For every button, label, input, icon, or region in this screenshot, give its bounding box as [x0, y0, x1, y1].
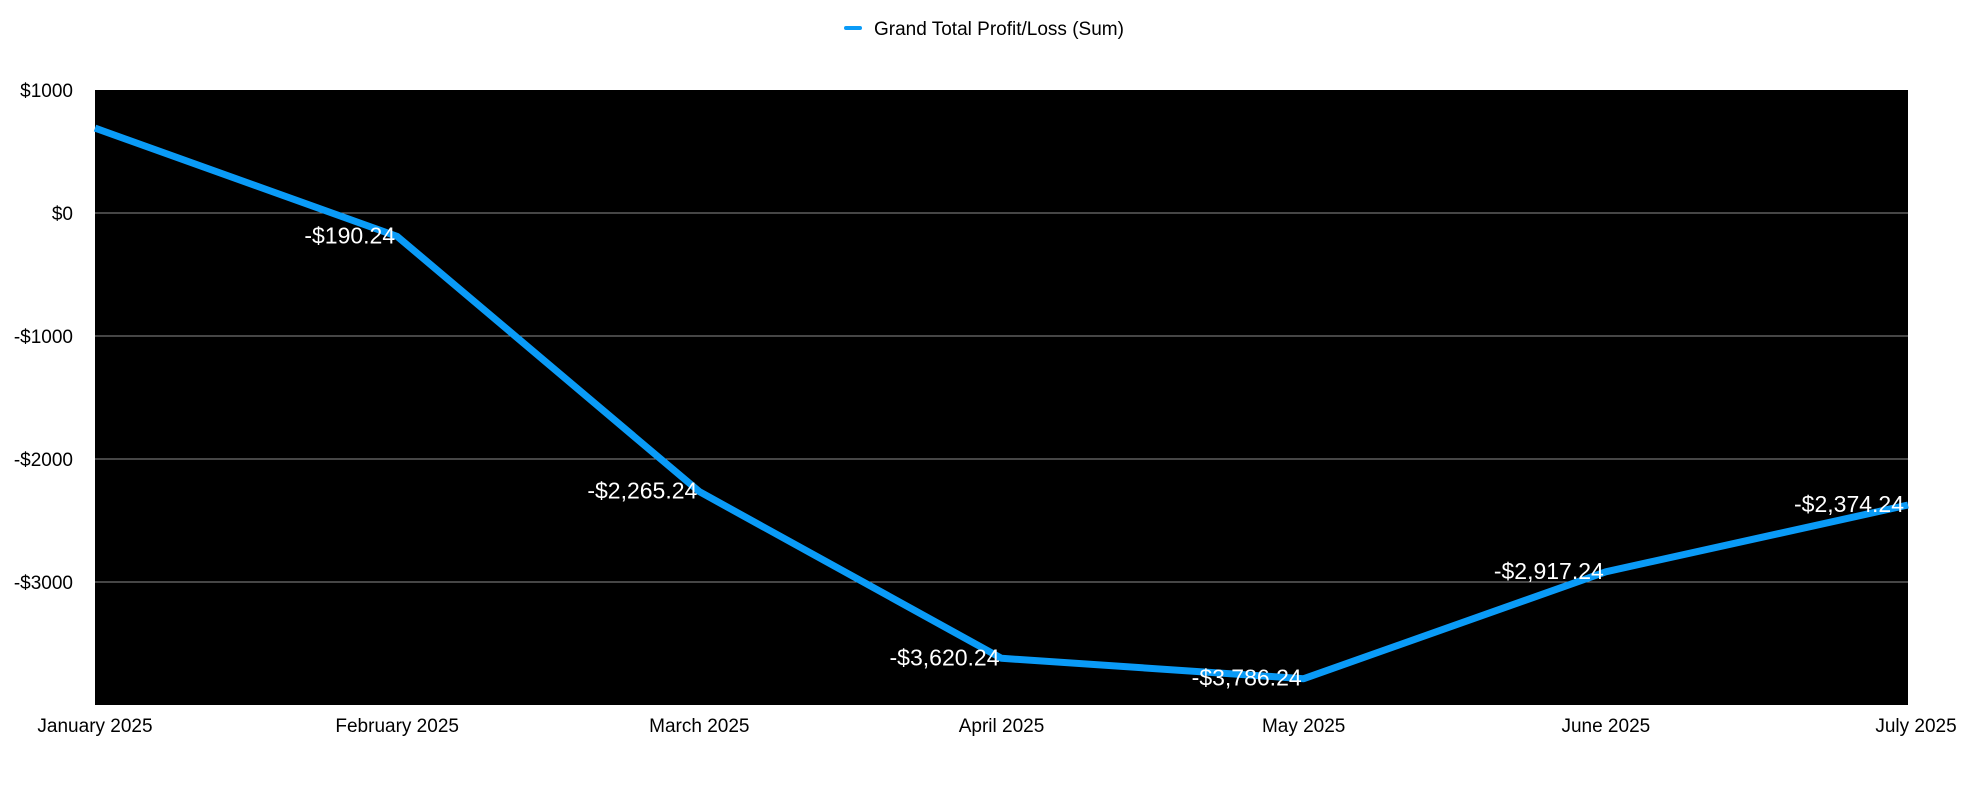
plot-area [95, 90, 1908, 705]
y-tick-label-1000: $1000 [20, 81, 73, 102]
legend-label-grand-total: Grand Total Profit/Loss (Sum) [874, 19, 1124, 40]
x-tick-label-june-2025: June 2025 [1561, 716, 1650, 737]
data-labels: -$190.24 -$2,265.24 -$3,620.24 -$3,786.24 -$… [304, 222, 1904, 690]
y-tick-label-3000: -$3000 [14, 573, 73, 594]
x-tick-label-july-2025: July 2025 [1875, 716, 1956, 737]
data-label-march-2025: -$2,265.24 [587, 478, 697, 504]
x-axis: January 2025 February 2025 March 2025 April… [37, 716, 1956, 737]
x-tick-label-may-2025: May 2025 [1262, 716, 1345, 737]
data-label-may-2025: -$3,786.24 [1192, 665, 1302, 691]
y-tick-label-2000: -$2000 [14, 450, 73, 471]
x-tick-label-march-2025: March 2025 [649, 716, 749, 737]
legend: Grand Total Profit/Loss (Sum) [844, 19, 1124, 40]
data-label-april-2025: -$3,620.24 [890, 644, 1000, 670]
y-axis: $1000 $0 -$1000 -$2000 -$3000 [14, 81, 73, 594]
y-tick-label-0: $0 [52, 204, 73, 225]
series-grand-total [93, 124, 1909, 683]
data-label-june-2025: -$2,917.24 [1494, 558, 1604, 584]
x-tick-label-january-2025: January 2025 [37, 716, 152, 737]
x-tick-label-february-2025: February 2025 [335, 716, 459, 737]
y-tick-label-1000: -$1000 [14, 327, 73, 348]
data-label-july-2025: -$2,374.24 [1794, 491, 1904, 517]
data-label-february-2025: -$190.24 [304, 222, 395, 248]
gridlines [95, 212, 1908, 583]
x-tick-label-april-2025: April 2025 [959, 716, 1045, 737]
